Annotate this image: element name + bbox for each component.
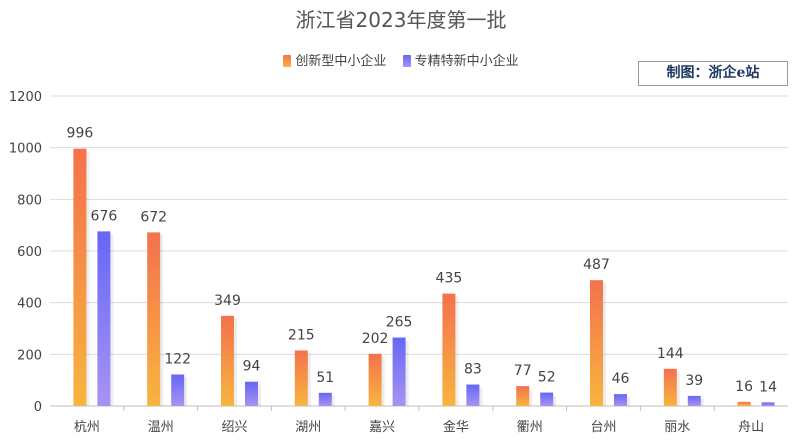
bar-series-2 <box>97 231 111 406</box>
bar-series-1 <box>442 293 456 406</box>
data-label-series-1: 996 <box>67 126 94 142</box>
x-tick-label: 舟山 <box>738 420 764 435</box>
x-tick-label: 衢州 <box>517 420 543 435</box>
data-label-series-2: 676 <box>91 208 118 224</box>
bar-series-2 <box>171 374 185 406</box>
x-tick-label: 绍兴 <box>221 420 247 435</box>
legend-label-series-1: 创新型中小企业 <box>295 54 387 69</box>
data-label-series-1: 77 <box>514 363 532 379</box>
bar-series-2 <box>466 384 480 406</box>
data-label-series-1: 16 <box>735 379 753 395</box>
data-label-series-2: 83 <box>464 362 482 378</box>
bar-series-1 <box>73 148 87 406</box>
data-label-series-2: 265 <box>386 315 413 331</box>
bar-series-2 <box>540 392 554 406</box>
legend-swatch-series-1 <box>283 55 292 67</box>
bar-series-1 <box>294 350 308 406</box>
x-tick-label: 湖州 <box>295 420 321 435</box>
data-label-series-2: 122 <box>164 351 191 367</box>
legend: 创新型中小企业 专精特新中小企业 <box>0 50 802 69</box>
bar-series-1 <box>663 368 677 406</box>
x-tick-label: 金华 <box>443 419 469 435</box>
y-tick-label: 1000 <box>9 142 42 157</box>
bar-series-2 <box>318 392 332 406</box>
data-label-series-2: 51 <box>316 370 334 386</box>
x-tick-label: 杭州 <box>74 420 100 435</box>
legend-item-series-2[interactable]: 专精特新中小企业 <box>402 50 519 69</box>
bar-series-2 <box>614 394 627 406</box>
x-tick-label: 丽水 <box>664 420 690 435</box>
data-label-series-1: 435 <box>436 271 463 287</box>
watermark-box: 制图：浙企e站 <box>638 61 788 86</box>
data-label-series-1: 202 <box>362 331 389 347</box>
bar-series-2 <box>392 337 406 406</box>
y-tick-label: 800 <box>17 193 42 208</box>
bar-series-2 <box>687 395 701 406</box>
bar-series-1 <box>368 353 382 406</box>
data-label-series-1: 487 <box>583 257 610 273</box>
y-tick-label: 200 <box>17 348 42 363</box>
bar-series-2 <box>761 402 775 406</box>
y-tick-label: 600 <box>17 245 42 260</box>
y-tick-label: 400 <box>17 297 42 312</box>
x-tick-label: 嘉兴 <box>369 420 395 435</box>
data-label-series-1: 672 <box>140 209 167 225</box>
data-label-series-2: 14 <box>759 379 777 395</box>
bar-series-1 <box>590 280 603 406</box>
legend-swatch-series-2 <box>402 55 411 67</box>
data-label-series-1: 349 <box>214 293 241 309</box>
y-tick-label: 0 <box>34 400 42 415</box>
data-label-series-1: 215 <box>288 327 315 343</box>
legend-item-series-1[interactable]: 创新型中小企业 <box>283 50 386 69</box>
bar-series-1 <box>147 232 161 406</box>
y-tick-label: 1200 <box>9 90 42 105</box>
x-tick-label: 温州 <box>148 420 174 435</box>
data-label-series-2: 52 <box>538 370 556 386</box>
data-label-series-2: 46 <box>612 371 630 387</box>
bar-series-1 <box>737 401 751 406</box>
legend-label-series-2: 专精特新中小企业 <box>414 54 519 69</box>
bar-series-2 <box>245 381 258 406</box>
data-label-series-1: 144 <box>657 346 684 362</box>
chart-title: 浙江省2023年度第一批 <box>295 8 507 32</box>
x-tick-label: 台州 <box>590 420 616 435</box>
bar-series-1 <box>516 386 530 406</box>
data-label-series-2: 94 <box>243 359 261 375</box>
data-label-series-2: 39 <box>685 373 703 389</box>
bar-series-1 <box>221 315 234 406</box>
